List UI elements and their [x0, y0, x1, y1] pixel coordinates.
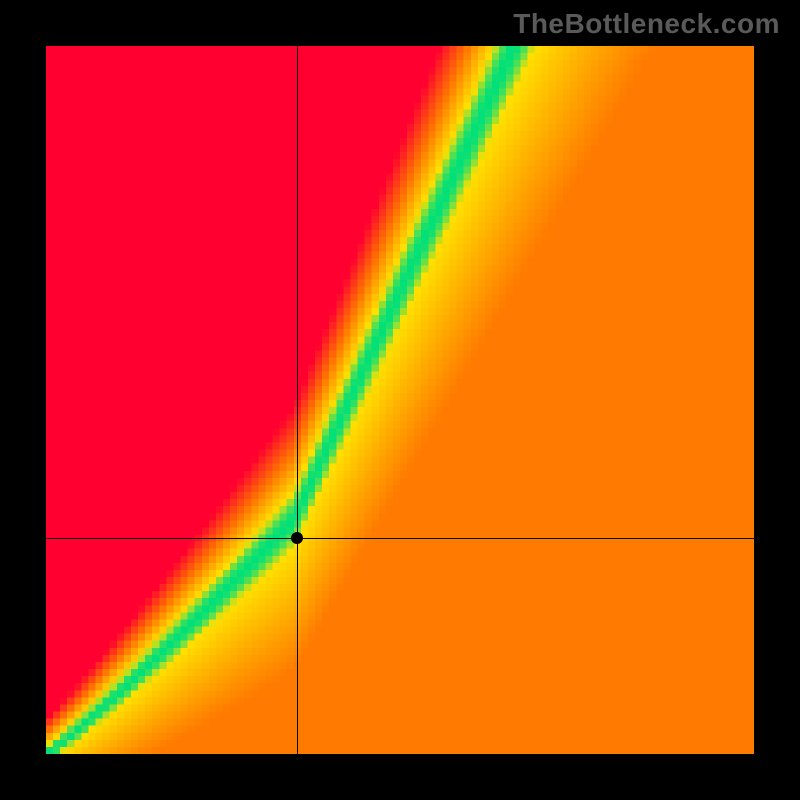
watermark-text: TheBottleneck.com	[513, 8, 780, 40]
crosshair-horizontal	[46, 538, 754, 539]
bottleneck-heatmap	[46, 46, 754, 754]
crosshair-marker-dot	[291, 532, 303, 544]
chart-container: TheBottleneck.com	[0, 0, 800, 800]
crosshair-vertical	[297, 46, 298, 754]
